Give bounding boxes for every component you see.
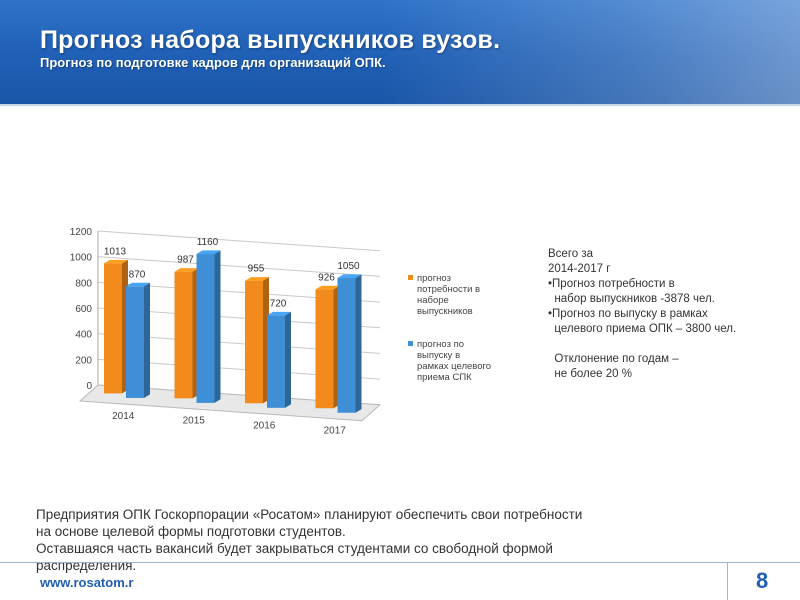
stats-line: не более 20 % (548, 368, 632, 380)
bar (174, 271, 193, 399)
bar-side (214, 250, 221, 403)
y-tick-label: 800 (75, 278, 92, 289)
bar (267, 315, 285, 408)
data-label: 926 (318, 272, 335, 283)
y-tick-label: 600 (75, 304, 92, 315)
stats-line: Отклонение по годам – (548, 353, 679, 365)
body-line: распределения. (36, 558, 137, 573)
stats-line: набор выпускников -3878 чел. (548, 293, 715, 305)
stats-line: целевого приема ОПК – 3800 чел. (548, 323, 737, 335)
bar-top (315, 285, 340, 290)
legend-label: прогноз потребности в наборе выпускников (417, 273, 480, 317)
y-tick-label: 400 (75, 330, 92, 341)
gridline (97, 230, 381, 252)
body-line: Оставшаяся часть вакансий будет закрыват… (36, 541, 553, 556)
banner-divider (0, 104, 800, 106)
bar-side (144, 282, 150, 398)
bar (315, 289, 334, 409)
data-label: 1160 (197, 237, 219, 248)
stats-line: Всего за (548, 248, 594, 260)
y-tick-label: 200 (75, 355, 92, 366)
website-link[interactable]: www.rosatom.r (40, 575, 134, 590)
legend-swatch (408, 275, 413, 280)
bar-top (174, 268, 199, 272)
bar-top (196, 250, 221, 255)
bar (104, 263, 122, 394)
bar-side (355, 274, 362, 413)
stats-line (548, 337, 736, 352)
x-tick-label: 2014 (112, 411, 135, 422)
data-label: 1050 (337, 261, 360, 272)
data-label: 955 (248, 264, 265, 275)
bar-top (267, 311, 291, 316)
body-line: на основе целевой формы подготовки студе… (36, 524, 346, 539)
stats-line: 2014-2017 г (548, 263, 611, 275)
legend-swatch (408, 341, 413, 346)
x-tick-label: 2015 (183, 416, 206, 427)
data-label: 720 (270, 298, 287, 309)
stats-summary: Всего за 2014-2017 г •Прогноз потребност… (548, 247, 736, 382)
stats-line: •Прогноз по выпуску в рамках (548, 308, 708, 320)
data-label: 1013 (104, 246, 127, 257)
legend-label: прогноз по выпуску в рамках целевого приема… (417, 339, 491, 383)
stats-line: •Прогноз потребности в (548, 278, 675, 290)
bar-top (337, 274, 362, 279)
body-line: Предприятия ОПК Госкорпорации «Росатом» … (36, 507, 583, 522)
bar-top (104, 259, 128, 264)
bar (245, 280, 263, 404)
bar (196, 254, 215, 403)
data-label: 987 (177, 255, 194, 266)
page-subtitle: Прогноз по подготовке кадров для организ… (40, 55, 386, 70)
y-tick-label: 1000 (70, 253, 93, 264)
banner-shine (380, 0, 800, 104)
page-number: 8 (756, 568, 769, 593)
bar-side (285, 311, 291, 408)
header-banner: Прогноз набора выпускников вузов. Прогно… (0, 0, 800, 104)
x-tick-label: 2016 (253, 421, 276, 432)
bar-top (245, 277, 269, 281)
body-text: Предприятия ОПК Госкорпорации «Росатом» … (36, 506, 582, 574)
x-tick-label: 2017 (324, 426, 347, 437)
data-label: 870 (129, 269, 146, 280)
y-tick-label: 0 (86, 381, 92, 392)
bar (337, 278, 356, 413)
bar-top (126, 282, 150, 287)
page-title: Прогноз набора выпускников вузов. (40, 26, 501, 54)
footer-vertical-divider (727, 562, 728, 600)
footer-divider (0, 562, 800, 563)
bar (126, 286, 144, 398)
gridline (97, 256, 381, 277)
y-tick-label: 1200 (70, 227, 93, 238)
